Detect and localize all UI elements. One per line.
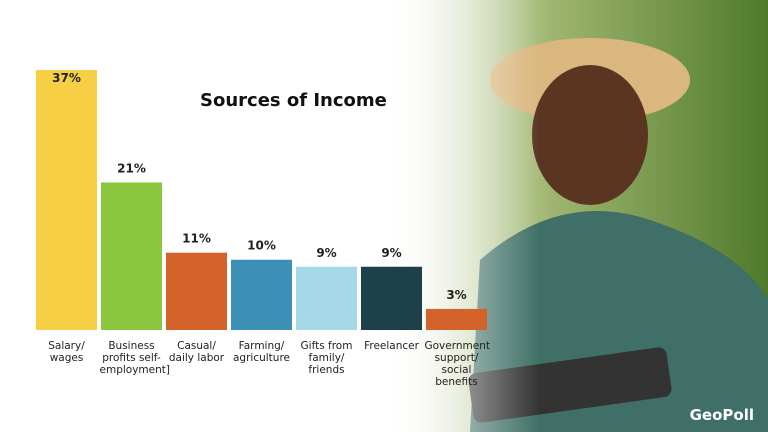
bar [101, 182, 162, 330]
value-label: 11% [182, 232, 211, 246]
value-label: 10% [247, 239, 276, 253]
bar [36, 70, 97, 330]
x-tick-label: Freelancer [364, 340, 419, 352]
chart-title: Sources of Income [200, 90, 387, 111]
x-tick-label: Casual/ daily labor [168, 340, 225, 364]
logo: GeoPoll [689, 406, 754, 424]
bar [361, 266, 422, 330]
bar [231, 259, 292, 330]
bar [166, 252, 227, 330]
x-tick-label: Business profits self-employment] [99, 340, 170, 376]
bar [296, 266, 357, 330]
value-label: 9% [381, 246, 401, 260]
value-label: 3% [446, 288, 466, 302]
x-tick-label: Salary/ wages [48, 340, 85, 364]
x-tick-label: Farming/ agriculture [233, 340, 290, 364]
value-label: 21% [117, 161, 146, 175]
value-label: 37% [52, 71, 81, 85]
value-label: 9% [316, 246, 336, 260]
x-tick-label: Gifts from family/ friends [300, 340, 353, 376]
bar [426, 308, 487, 330]
x-tick-label: Government support/ social benefits [424, 340, 490, 388]
